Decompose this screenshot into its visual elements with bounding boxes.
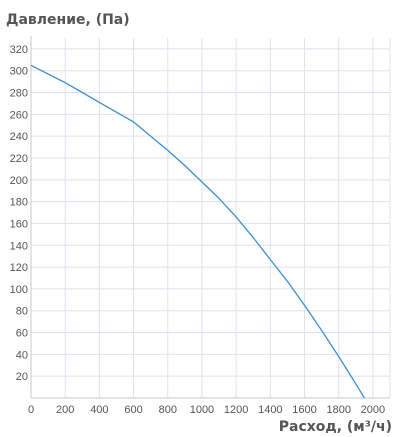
x-tick-label: 1600	[292, 404, 316, 416]
x-axis-title: Расход, (м³/ч)	[279, 419, 392, 435]
x-tick-label: 0	[28, 404, 34, 416]
x-tick-label: 1200	[224, 404, 248, 416]
y-tick-label: 220	[10, 153, 28, 165]
y-tick-label: 140	[10, 240, 28, 252]
y-axis-ticks: 20 40 60 80 100 120 140 160 180 200 220 240 260 280 30…	[10, 44, 28, 383]
y-tick-label: 180	[10, 197, 28, 209]
series-line	[30, 64, 365, 399]
y-tick-label: 280	[10, 88, 28, 100]
chart-axes	[30, 36, 390, 399]
x-tick-label: 800	[159, 404, 177, 416]
x-tick-label: 2000	[361, 404, 385, 416]
x-tick-label: 1800	[326, 404, 350, 416]
y-tick-label: 80	[16, 306, 28, 318]
x-tick-label: 1000	[190, 404, 214, 416]
y-tick-label: 20	[16, 371, 28, 383]
y-axis-title: Давление, (Па)	[6, 12, 130, 28]
y-tick-label: 40	[16, 349, 28, 361]
x-axis-ticks: 0 200 400 600 800 1000 1200 1400 1600 1800 2000	[28, 404, 385, 416]
x-tick-label: 600	[124, 404, 142, 416]
y-tick-label: 200	[10, 175, 28, 187]
x-tick-label: 200	[56, 404, 74, 416]
y-tick-label: 120	[10, 262, 28, 274]
y-tick-label: 100	[10, 284, 28, 296]
y-tick-label: 320	[10, 44, 28, 56]
x-tick-label: 400	[90, 404, 108, 416]
x-tick-label: 1400	[258, 404, 282, 416]
chart-series	[30, 64, 365, 399]
y-tick-label: 260	[10, 109, 28, 121]
y-tick-label: 160	[10, 218, 28, 230]
y-tick-label: 300	[10, 66, 28, 78]
chart-grid	[31, 38, 391, 398]
y-tick-label: 60	[16, 328, 28, 340]
y-tick-label: 240	[10, 131, 28, 143]
